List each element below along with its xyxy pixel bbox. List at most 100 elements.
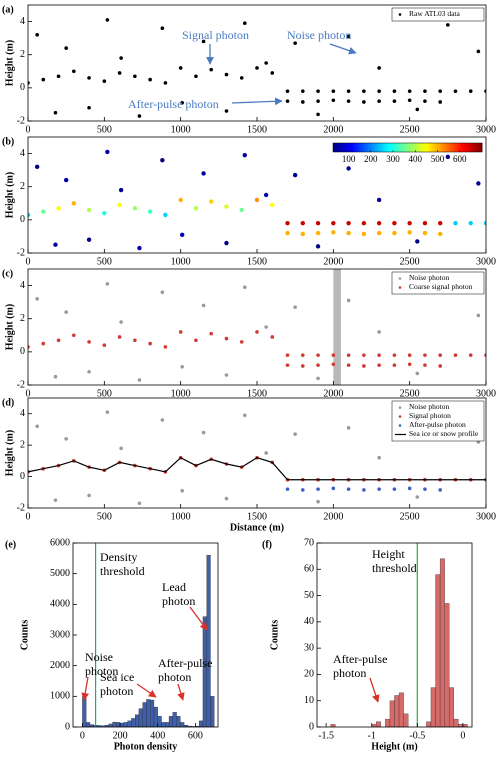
photon-point (87, 76, 91, 80)
photon-point (468, 89, 473, 93)
histogram-bar (119, 722, 124, 727)
histogram-bar (134, 714, 140, 727)
photon-point (407, 98, 412, 103)
y-tick-label: -2 (17, 379, 25, 390)
photon-point (362, 488, 366, 492)
photon-point (331, 220, 336, 226)
photon-point (484, 353, 486, 357)
y-axis-label: Height (m) (4, 430, 15, 476)
annotation: photon (85, 664, 118, 678)
colorbar-cell (352, 143, 356, 152)
photon-point (224, 240, 229, 246)
colorbar-cell (414, 143, 418, 152)
photon-point (331, 353, 336, 357)
histogram-bar (168, 716, 173, 727)
annotation: Noise (85, 650, 113, 664)
photon-point (361, 220, 367, 226)
x-tick-label: 0 (460, 730, 465, 741)
colorbar-cell (390, 143, 393, 152)
photon-point (86, 207, 92, 213)
photon-point (64, 310, 68, 314)
histogram-bar (180, 722, 185, 727)
photon-point (315, 244, 321, 249)
photon-point (362, 89, 366, 93)
photon-point (263, 192, 269, 198)
photon-point (224, 336, 229, 341)
y-tick-label: 2 (20, 181, 25, 192)
photon-point (484, 89, 486, 93)
colorbar-cell (459, 143, 463, 152)
photon-point (377, 487, 381, 491)
highlight-band (333, 269, 341, 385)
colorbar-cell (419, 143, 423, 152)
photon-point (239, 340, 244, 344)
photon-point (35, 297, 39, 301)
photon-point (160, 290, 165, 295)
colorbar-tick-label: 100 (342, 154, 356, 164)
colorbar-cell (469, 143, 473, 152)
photon-point (180, 100, 184, 105)
colorbar-cell (397, 143, 401, 152)
photon-point (392, 230, 397, 236)
x-tick-label: 200 (113, 730, 128, 741)
annotation-arrow (189, 606, 208, 631)
histogram-bar (435, 574, 441, 727)
colorbar-cell (464, 143, 468, 152)
colorbar-cell (360, 143, 364, 152)
x-tick-label: 2500 (400, 256, 420, 267)
photon-point (415, 495, 420, 499)
panel-label: (e) (5, 539, 16, 550)
photon-point (201, 430, 206, 435)
photon-point (285, 220, 290, 226)
photon-point (422, 230, 428, 236)
photon-point (346, 426, 351, 430)
colorbar-cell (342, 143, 346, 152)
photon-point (446, 23, 450, 27)
photon-point (163, 345, 168, 349)
legend-swatch (398, 415, 402, 418)
histogram-bar (108, 723, 113, 727)
x-tick-label: 2500 (400, 124, 420, 135)
photon-point (315, 230, 321, 236)
histogram-bar (112, 721, 117, 727)
photon-point (179, 232, 185, 237)
photon-point (285, 89, 290, 93)
photon-point (119, 446, 123, 451)
y-tick-label: 4 (20, 408, 25, 419)
photon-point (315, 220, 321, 226)
annotation: photon (162, 594, 195, 608)
photon-point (133, 74, 137, 79)
annotation: photon (100, 684, 133, 698)
annotation: Lead (162, 580, 186, 594)
photon-point (376, 230, 382, 236)
photon-point (148, 341, 152, 346)
photon-point (102, 211, 107, 216)
photon-point (407, 486, 412, 491)
x-tick-label: -1 (368, 730, 376, 741)
photon-point (392, 353, 397, 357)
photon-point (242, 153, 247, 158)
plot-area (82, 543, 215, 727)
x-axis-label: Photon density (114, 741, 178, 752)
photon-point (407, 89, 412, 93)
colorbar-cell (375, 143, 379, 152)
photon-point (87, 340, 91, 344)
histogram-bar (394, 695, 400, 727)
y-tick-label: 60 (304, 564, 314, 575)
photon-point (392, 89, 397, 93)
photon-point (331, 230, 336, 235)
annotation: threshold (100, 564, 145, 578)
histogram-bar (426, 721, 432, 727)
photon-point (316, 376, 320, 381)
y-axis-label: Counts (269, 620, 280, 651)
histogram-bar (116, 722, 121, 727)
photon-point (423, 363, 427, 367)
colorbar-cell (449, 143, 453, 152)
photon-point (300, 231, 305, 237)
colorbar-cell (437, 143, 441, 152)
photon-point (407, 353, 412, 357)
axes-frame (27, 397, 487, 509)
photon-point (147, 209, 153, 214)
photon-point (285, 487, 290, 491)
x-tick-label: 500 (97, 511, 112, 522)
